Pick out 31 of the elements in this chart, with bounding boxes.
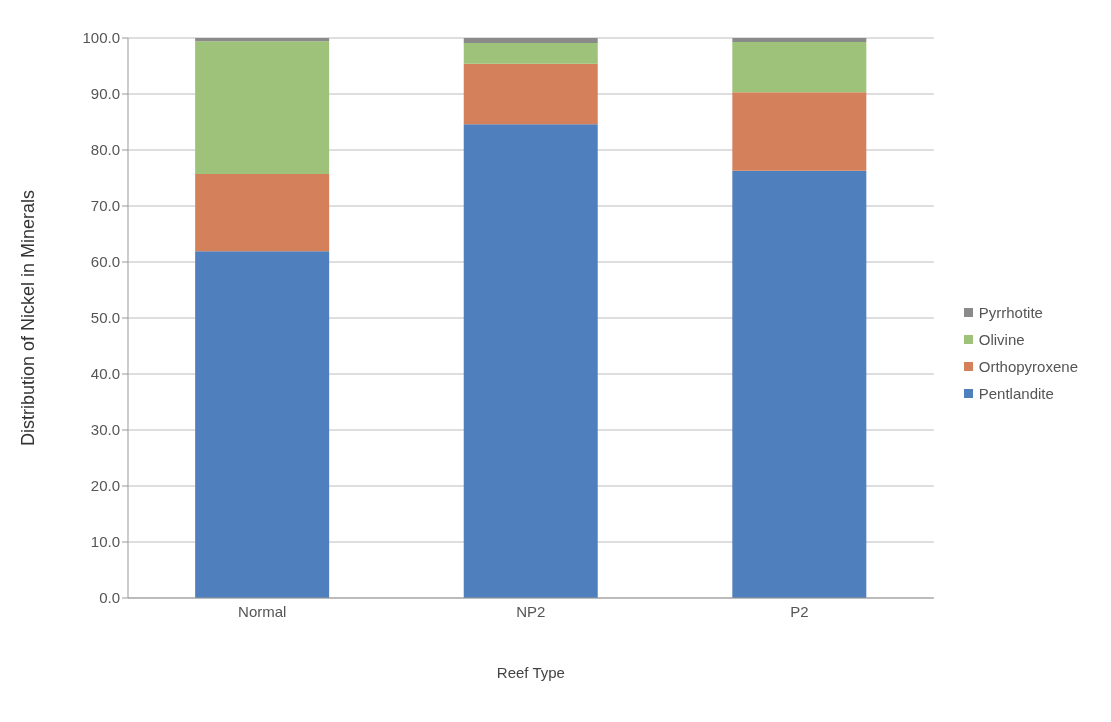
bar <box>463 38 598 44</box>
legend-label: Pyrrhotite <box>978 304 1043 321</box>
y-tick-label: 0.0 <box>99 589 120 607</box>
legend-label: Olivine <box>978 331 1025 348</box>
y-axis-title: Distribution of Nickel in Minerals <box>18 189 39 447</box>
legend-label: Pentlandite <box>978 385 1054 402</box>
y-tick-label: 20.0 <box>90 477 120 495</box>
bar <box>463 63 598 125</box>
bar <box>195 174 330 252</box>
y-tick-label: 70.0 <box>90 197 120 215</box>
bar <box>732 170 867 598</box>
y-tick-label: 30.0 <box>90 421 120 439</box>
y-tick-label: 10.0 <box>90 533 120 551</box>
bar <box>732 41 867 93</box>
bar <box>195 251 330 598</box>
x-axis-title: Reef Type <box>496 664 565 681</box>
y-tick-label: 80.0 <box>90 141 120 159</box>
y-tick-label: 90.0 <box>90 85 120 103</box>
bar <box>463 124 598 598</box>
y-tick-label: 40.0 <box>90 365 120 383</box>
bar <box>732 38 867 42</box>
legend-label: Orthopyroxene <box>978 358 1078 375</box>
x-tick-label: P2 <box>790 602 809 620</box>
bar <box>195 41 330 175</box>
y-tick-label: 100.0 <box>82 29 120 47</box>
y-tick-label: 50.0 <box>90 309 120 327</box>
bar <box>732 92 867 171</box>
x-tick-label: NP2 <box>516 602 546 620</box>
y-tick-label: 60.0 <box>90 253 120 271</box>
bar <box>463 43 598 64</box>
x-tick-label: Normal <box>238 602 287 620</box>
